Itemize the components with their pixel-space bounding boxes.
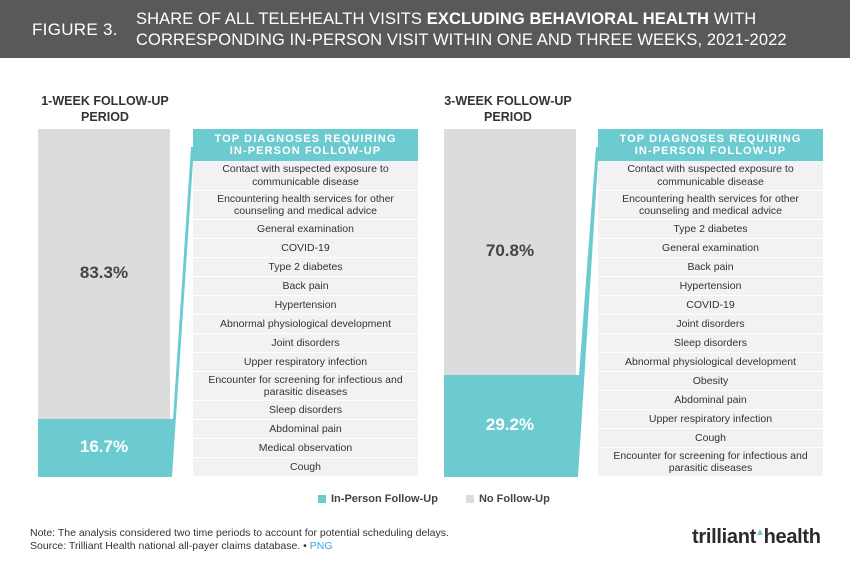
period-title-1week: 1-WEEK FOLLOW-UP PERIOD [35, 93, 175, 125]
diagnosis-item: Cough [598, 429, 823, 448]
bar-segment-in-person [444, 375, 576, 477]
diagnosis-item: Abdominal pain [193, 420, 418, 439]
diagnosis-item: Encountering health services for other c… [193, 191, 418, 220]
legend-swatch-in-person [318, 495, 326, 503]
title-bold: EXCLUDING BEHAVIORAL HEALTH [426, 10, 710, 28]
legend-label-no-follow-up: No Follow-Up [478, 493, 550, 505]
diagnosis-item: Joint disorders [193, 334, 418, 353]
diagnosis-item: Type 2 diabetes [598, 220, 823, 239]
diagnosis-item: Encounter for screening for infectious a… [598, 448, 823, 477]
separator-dot: • [303, 540, 307, 552]
bar-segment-no-follow-up [444, 129, 576, 375]
diagnosis-item: Sleep disorders [193, 401, 418, 420]
title-part-1: SHARE OF ALL TELEHEALTH VISITS [136, 10, 427, 28]
diagnosis-item: Hypertension [598, 277, 823, 296]
legend-item-no-follow-up: No Follow-Up [465, 493, 550, 505]
diagnosis-item: COVID-19 [598, 296, 823, 315]
data-label-no-follow-up: 83.3% [79, 263, 129, 282]
chart-legend: In-Person Follow-Up No Follow-Up [318, 493, 578, 505]
data-label-in-person: 16.7% [79, 437, 129, 456]
period-title-line-1: 3-WEEK FOLLOW-UP [444, 94, 572, 108]
footnote: Note: The analysis considered two time p… [30, 527, 449, 553]
diagnosis-item: Sleep disorders [598, 334, 823, 353]
diagnosis-item: General examination [598, 239, 823, 258]
source-text: Source: Trilliant Health national all-pa… [30, 540, 301, 552]
period-title-line-2: PERIOD [81, 110, 129, 124]
diagnoses-list: Contact with suspected exposure to commu… [598, 161, 823, 477]
figure-title-line-1: SHARE OF ALL TELEHEALTH VISITS EXCLUDING… [136, 9, 787, 30]
diagnosis-item: Encountering health services for other c… [598, 191, 823, 220]
diagnoses-panel-header: TOP DIAGNOSES REQUIRING IN-PERSON FOLLOW… [598, 129, 823, 161]
diagnosis-item: Abdominal pain [598, 391, 823, 410]
logo-arrow-icon: ▲ [754, 527, 765, 538]
period-title-3week: 3-WEEK FOLLOW-UP PERIOD [438, 93, 578, 125]
diagnosis-item: Joint disorders [598, 315, 823, 334]
figure-header: FIGURE 3. SHARE OF ALL TELEHEALTH VISITS… [0, 0, 850, 58]
logo-text-2: health [763, 526, 821, 548]
diagnosis-item: Medical observation [193, 439, 418, 458]
stacked-bar-1week: 83.3% 16.7% [38, 129, 170, 477]
title-part-2: WITH [709, 10, 757, 28]
diagnoses-panel-header: TOP DIAGNOSES REQUIRING IN-PERSON FOLLOW… [193, 129, 418, 161]
diagnosis-item: Encounter for screening for infectious a… [193, 372, 418, 401]
figure-title: SHARE OF ALL TELEHEALTH VISITS EXCLUDING… [136, 9, 787, 51]
diagnoses-header-line-1: TOP DIAGNOSES REQUIRING [214, 132, 397, 145]
connector-wedge-3week [576, 147, 598, 477]
diagnoses-header-line-2: IN-PERSON FOLLOW-UP [229, 145, 382, 157]
diagnosis-item: Back pain [598, 258, 823, 277]
diagnosis-item: Cough [193, 458, 418, 477]
note-text: Note: The analysis considered two time p… [30, 527, 449, 539]
diagnosis-item: Type 2 diabetes [193, 258, 418, 277]
figure-label: FIGURE 3. [32, 20, 118, 39]
diagnosis-item: Upper respiratory infection [598, 410, 823, 429]
diagnosis-item: Upper respiratory infection [193, 353, 418, 372]
diagnosis-item: Abnormal physiological development [598, 353, 823, 372]
legend-item-in-person: In-Person Follow-Up [318, 493, 438, 505]
diagnoses-header-line-1: TOP DIAGNOSES REQUIRING [619, 132, 802, 145]
period-title-line-1: 1-WEEK FOLLOW-UP [41, 94, 169, 108]
diagnosis-item: Contact with suspected exposure to commu… [193, 161, 418, 191]
data-label-in-person: 29.2% [485, 415, 535, 434]
data-label-no-follow-up: 70.8% [485, 241, 535, 260]
diagnosis-item: Contact with suspected exposure to commu… [598, 161, 823, 191]
bar-segment-no-follow-up [38, 129, 170, 419]
diagnoses-list: Contact with suspected exposure to commu… [193, 161, 418, 477]
png-link[interactable]: PNG [309, 540, 333, 552]
source-line: Source: Trilliant Health national all-pa… [30, 540, 449, 553]
period-title-line-2: PERIOD [484, 110, 532, 124]
diagnosis-item: COVID-19 [193, 239, 418, 258]
legend-label-in-person: In-Person Follow-Up [331, 493, 438, 505]
diagnosis-item: Abnormal physiological development [193, 315, 418, 334]
diagnosis-item: Hypertension [193, 296, 418, 315]
figure-title-line-2: CORRESPONDING IN-PERSON VISIT WITHIN ONE… [136, 31, 787, 49]
diagnosis-item: Back pain [193, 277, 418, 296]
diagnosis-item: General examination [193, 220, 418, 239]
diagnoses-header-line-2: IN-PERSON FOLLOW-UP [634, 145, 787, 157]
logo-text-1: trilliant [692, 526, 756, 548]
trilliant-health-logo: trilliant▲health [692, 526, 821, 549]
bar-segment-in-person [38, 419, 170, 477]
connector-wedge-1week [170, 147, 193, 477]
legend-swatch-no-follow-up [465, 495, 474, 503]
stacked-bar-3week: 70.8% 29.2% [444, 129, 576, 477]
diagnosis-item: Obesity [598, 372, 823, 391]
